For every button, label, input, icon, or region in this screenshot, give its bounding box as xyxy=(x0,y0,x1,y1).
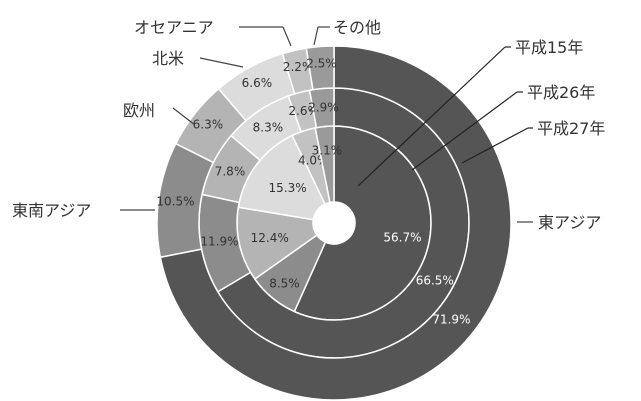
series-label-3: 平成27年 xyxy=(537,119,605,138)
category-label-東南アジア: 東南アジア xyxy=(12,201,91,220)
pct-label-ring2-cat1: 66.5% xyxy=(416,273,454,287)
slice-ring3-cat1 xyxy=(159,45,512,401)
pct-label-ring2-cat4: 8.3% xyxy=(253,121,284,135)
pct-label-ring3-cat4: 6.6% xyxy=(242,76,273,90)
center-hole xyxy=(314,203,354,243)
series-leader-3 xyxy=(461,127,529,164)
leader-line-extra-1 xyxy=(282,26,292,47)
pct-label-ring1-cat6: 3.1% xyxy=(312,143,343,157)
series-leader-2 xyxy=(411,91,518,171)
leader-line-欧州 xyxy=(172,107,196,126)
category-label-その他: その他 xyxy=(333,18,381,37)
series-label-1: 平成15年 xyxy=(515,38,583,57)
leader-line-extra-2 xyxy=(313,26,319,46)
category-label-オセアニア: オセアニア xyxy=(134,18,214,37)
category-label-欧州: 欧州 xyxy=(123,101,155,120)
category-label-北米: 北米 xyxy=(152,49,184,68)
pct-label-ring1-cat2: 8.5% xyxy=(269,276,300,290)
pct-label-ring3-cat6: 2.5% xyxy=(306,56,337,70)
pct-label-ring1-cat1: 56.7% xyxy=(383,231,421,245)
leader-line-北米 xyxy=(199,57,244,68)
pct-label-ring1-cat3: 12.4% xyxy=(251,231,289,245)
pct-label-ring2-cat2: 11.9% xyxy=(200,235,238,249)
series-label-2: 平成26年 xyxy=(527,83,595,102)
pct-label-ring3-cat1: 71.9% xyxy=(432,313,470,327)
pct-label-ring2-cat5: 2.6% xyxy=(288,104,319,118)
pct-label-ring3-cat3: 6.3% xyxy=(193,118,224,132)
pct-label-ring2-cat6: 2.9% xyxy=(308,100,339,114)
pct-label-ring3-cat2: 10.5% xyxy=(156,194,194,208)
pct-label-ring3-cat5: 2.2% xyxy=(283,60,314,74)
category-label-東アジア: 東アジア xyxy=(538,213,601,232)
pct-label-ring1-cat4: 15.3% xyxy=(269,181,307,195)
series-leader-1 xyxy=(357,46,506,187)
pct-label-ring2-cat3: 7.8% xyxy=(215,165,246,179)
slice-ring3-cat6 xyxy=(305,45,335,91)
